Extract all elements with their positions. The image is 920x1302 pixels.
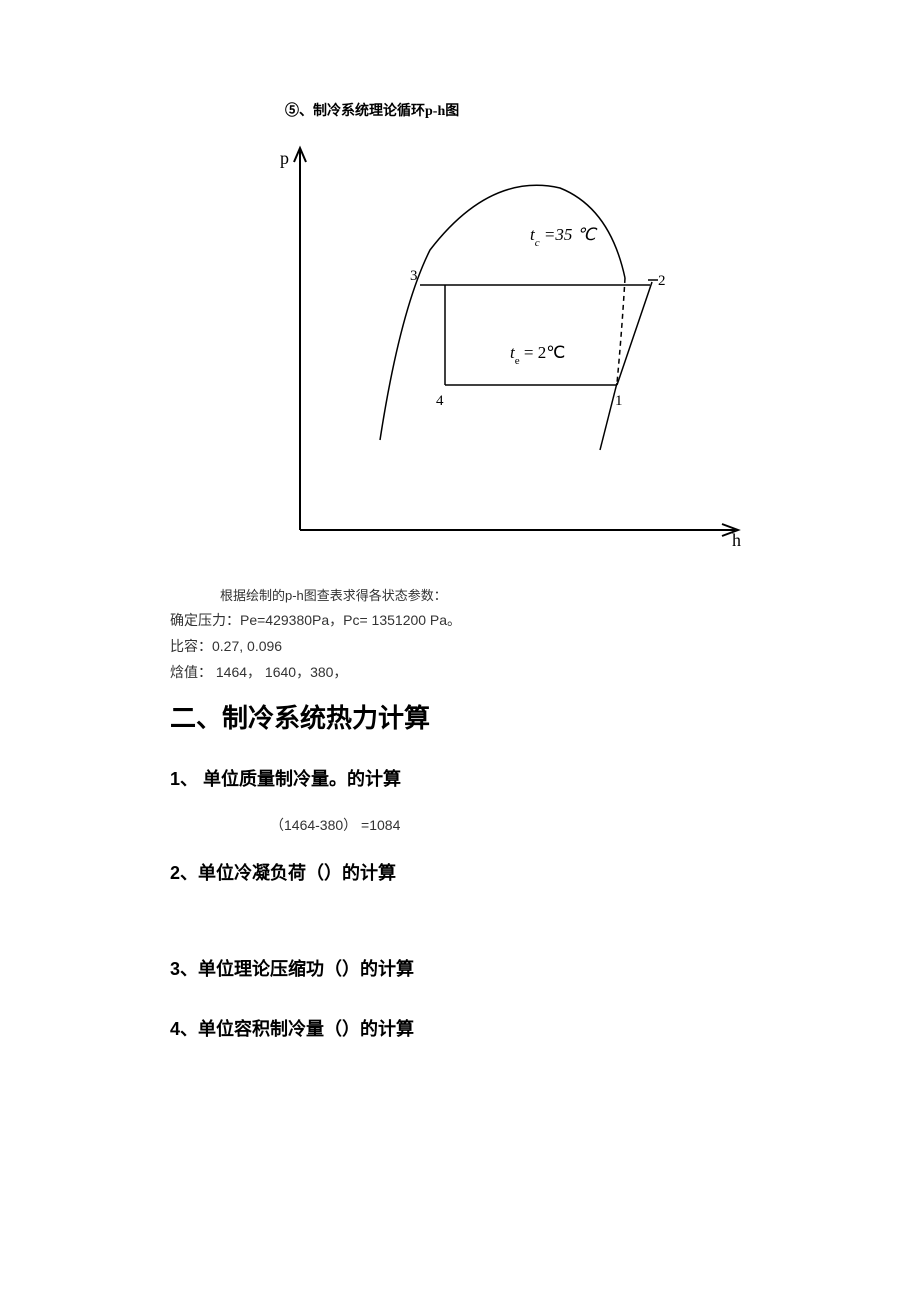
item-1-heading: 1、 单位质量制冷量。的计算: [170, 765, 750, 791]
section-2-heading: 二、制冷系统热力计算: [170, 698, 750, 735]
params-specific-volume: 比容：0.27, 0.096: [170, 636, 750, 656]
item-1-calc: （1464-380） =1084: [270, 815, 750, 835]
cycle-line-1-2: [617, 282, 652, 385]
saturation-curve-left: [380, 185, 625, 440]
x-axis-label: h: [732, 530, 741, 550]
item-4-heading: 4、单位容积制冷量（）的计算: [170, 1015, 750, 1041]
tc-label: tc =35 ℃: [530, 225, 598, 249]
params-enthalpy: 焓值： 1464， 1640，380，: [170, 662, 750, 682]
item-3-heading: 3、单位理论压缩功（）的计算: [170, 955, 750, 981]
point-4-label: 4: [436, 393, 444, 409]
te-label: te = 2℃: [510, 343, 565, 367]
params-intro: 根据绘制的p-h图查表求得各状态参数：: [220, 585, 750, 604]
y-axis-label: p: [280, 148, 289, 168]
item-2-heading: 2、单位冷凝负荷（）的计算: [170, 859, 750, 885]
point-3-label: 3: [410, 268, 418, 284]
point-1-label: 1: [615, 393, 623, 409]
params-pressure: 确定压力：Pe=429380Pa，Pc= 1351200 Pa。: [170, 610, 750, 630]
figure-caption: ⑤、制冷系统理论循环p-h图: [285, 100, 750, 120]
point-2-label: 2: [658, 273, 666, 289]
ph-diagram: p h 3 2 4 1 tc =35 ℃ te: [270, 130, 750, 555]
